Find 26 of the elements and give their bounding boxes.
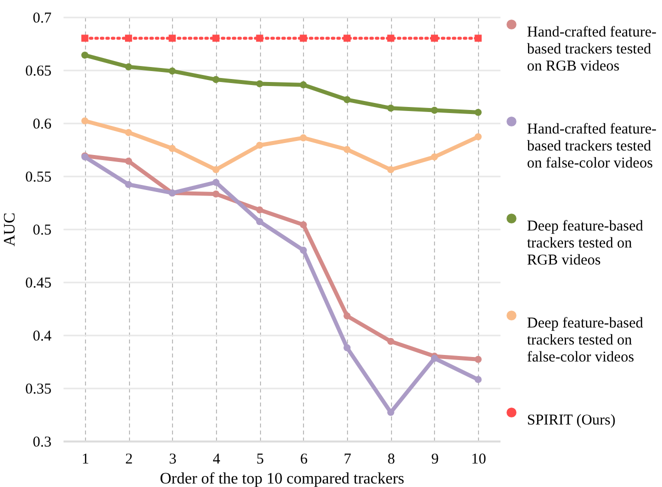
legend-label: Deep feature-based trackers tested on RGB videos bbox=[527, 218, 644, 268]
x-tick-label: 7 bbox=[344, 452, 352, 468]
y-tick-label: 0.6 bbox=[32, 116, 52, 132]
y-axis-title: AUC bbox=[1, 212, 18, 246]
x-axis-title: Order of the top 10 compared trackers bbox=[160, 470, 404, 487]
y-tick-label: 0.45 bbox=[25, 276, 52, 292]
x-tick-label: 4 bbox=[212, 452, 221, 468]
legend-label: Hand-crafted feature-based trackers tested on RGB videos bbox=[527, 24, 656, 74]
x-tick-label: 3 bbox=[169, 452, 176, 468]
x-tick-label: 2 bbox=[125, 452, 133, 468]
y-tick-label: 0.4 bbox=[32, 328, 52, 344]
legend-label: Hand-crafted feature-based trackers tested on false-color videos bbox=[527, 122, 656, 172]
y-tick-label: 0.35 bbox=[25, 382, 52, 398]
x-tick-label: 5 bbox=[256, 452, 264, 468]
y-tick-label: 0.3 bbox=[32, 434, 52, 450]
x-tick-label: 8 bbox=[388, 452, 395, 468]
x-tick-label: 9 bbox=[431, 452, 439, 468]
y-tick-label: 0.55 bbox=[25, 170, 52, 186]
x-tick-label: 10 bbox=[471, 452, 486, 468]
legend-label: Deep feature-based trackers tested on false-color videos bbox=[527, 316, 644, 366]
y-tick-label: 0.7 bbox=[32, 10, 52, 26]
x-tick-label: 6 bbox=[300, 452, 308, 468]
y-tick-label: 0.65 bbox=[25, 64, 52, 80]
legend-label: SPIRIT (Ours) bbox=[527, 412, 616, 428]
y-tick-label: 0.5 bbox=[32, 222, 52, 238]
x-tick-label: 1 bbox=[82, 452, 90, 468]
